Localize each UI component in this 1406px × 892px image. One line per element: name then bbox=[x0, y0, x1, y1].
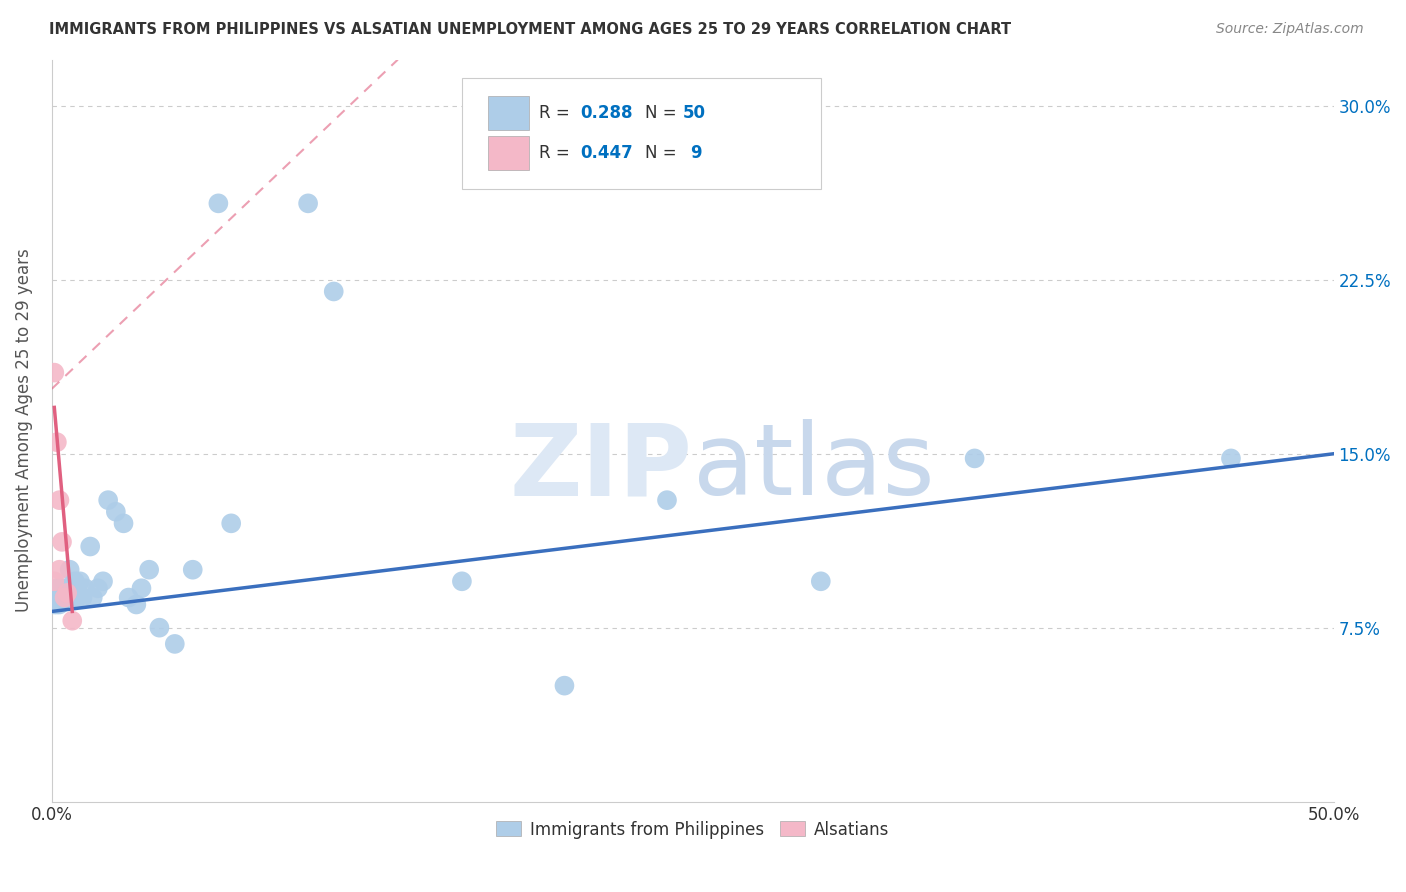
Point bbox=[60, 591, 83, 605]
Point bbox=[553, 679, 575, 693]
Point bbox=[44, 598, 66, 612]
Point bbox=[48, 591, 70, 605]
Point bbox=[1220, 451, 1243, 466]
Point bbox=[59, 563, 82, 577]
Point bbox=[963, 451, 986, 466]
Point bbox=[181, 563, 204, 577]
Point bbox=[45, 435, 67, 450]
Point bbox=[297, 196, 319, 211]
Text: 9: 9 bbox=[690, 145, 702, 162]
Point bbox=[48, 493, 70, 508]
Point bbox=[53, 586, 76, 600]
Text: IMMIGRANTS FROM PHILIPPINES VS ALSATIAN UNEMPLOYMENT AMONG AGES 25 TO 29 YEARS C: IMMIGRANTS FROM PHILIPPINES VS ALSATIAN … bbox=[49, 22, 1011, 37]
Point bbox=[56, 586, 79, 600]
Point bbox=[66, 581, 89, 595]
Text: atlas: atlas bbox=[693, 419, 934, 516]
Point bbox=[44, 591, 66, 605]
Point bbox=[69, 574, 91, 589]
Point bbox=[79, 540, 101, 554]
Point bbox=[48, 563, 70, 577]
Point bbox=[51, 591, 73, 605]
Point bbox=[82, 591, 104, 605]
Point bbox=[810, 574, 832, 589]
Legend: Immigrants from Philippines, Alsatians: Immigrants from Philippines, Alsatians bbox=[489, 814, 896, 846]
Point bbox=[48, 598, 70, 612]
Text: R =: R = bbox=[538, 104, 575, 122]
Point bbox=[104, 505, 127, 519]
Point bbox=[148, 621, 170, 635]
Point bbox=[56, 581, 79, 595]
Point bbox=[53, 591, 76, 605]
FancyBboxPatch shape bbox=[488, 96, 529, 130]
Text: 0.288: 0.288 bbox=[579, 104, 633, 122]
Point bbox=[72, 591, 94, 605]
Point bbox=[451, 574, 474, 589]
Y-axis label: Unemployment Among Ages 25 to 29 years: Unemployment Among Ages 25 to 29 years bbox=[15, 249, 32, 613]
Point bbox=[45, 581, 67, 595]
Text: Source: ZipAtlas.com: Source: ZipAtlas.com bbox=[1216, 22, 1364, 37]
Text: 50: 50 bbox=[682, 104, 706, 122]
Point bbox=[75, 581, 97, 595]
Point bbox=[45, 586, 67, 600]
Point bbox=[48, 581, 70, 595]
Point bbox=[322, 285, 344, 299]
Point bbox=[56, 591, 79, 605]
Point bbox=[59, 586, 82, 600]
Point bbox=[131, 581, 153, 595]
Text: R =: R = bbox=[538, 145, 575, 162]
Point bbox=[91, 574, 114, 589]
Text: 0.447: 0.447 bbox=[579, 145, 633, 162]
Point bbox=[63, 574, 86, 589]
Point bbox=[219, 516, 242, 531]
Point bbox=[60, 581, 83, 595]
Text: N =: N = bbox=[645, 145, 682, 162]
Point bbox=[44, 586, 66, 600]
Text: ZIP: ZIP bbox=[510, 419, 693, 516]
Point bbox=[138, 563, 160, 577]
Point bbox=[207, 196, 229, 211]
Point bbox=[60, 614, 83, 628]
Point bbox=[51, 534, 73, 549]
Point bbox=[112, 516, 135, 531]
Point bbox=[44, 574, 66, 589]
Point bbox=[125, 598, 148, 612]
Point bbox=[51, 586, 73, 600]
Point bbox=[87, 581, 110, 595]
Text: N =: N = bbox=[645, 104, 682, 122]
Point bbox=[655, 493, 678, 508]
Point bbox=[118, 591, 141, 605]
Point bbox=[44, 366, 66, 380]
Point bbox=[163, 637, 186, 651]
FancyBboxPatch shape bbox=[463, 78, 821, 189]
Point bbox=[45, 598, 67, 612]
FancyBboxPatch shape bbox=[488, 136, 529, 170]
Point bbox=[97, 493, 120, 508]
Point bbox=[53, 581, 76, 595]
Point bbox=[66, 591, 89, 605]
Point bbox=[53, 591, 76, 605]
